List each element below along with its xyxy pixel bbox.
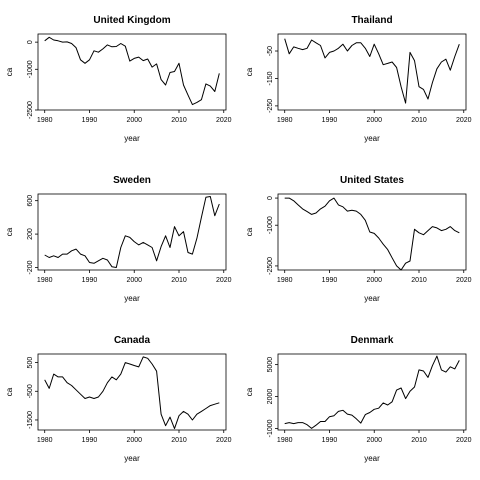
y-tick-label: -250 <box>267 99 274 113</box>
y-tick-label: -2500 <box>27 101 34 119</box>
y-tick-label: -150 <box>267 71 274 85</box>
series-line <box>284 38 460 104</box>
y-axis-label: ca <box>5 387 14 396</box>
y-tick-label: -1000 <box>267 216 274 234</box>
y-axis-label: ca <box>5 67 14 76</box>
chart-panel: Canada 1980 1990 2000 2010 2020 500 -500 -1500 ye… <box>5 335 232 463</box>
x-tick-label: 1990 <box>322 117 338 124</box>
y-tick-label: -50 <box>267 46 274 56</box>
x-axis-label: year <box>364 454 380 463</box>
x-tick-label: 1990 <box>82 277 98 284</box>
x-axis-label: year <box>124 454 140 463</box>
x-tick-label: 2000 <box>126 437 142 444</box>
plot-frame <box>37 353 227 431</box>
x-tick-label: 1980 <box>37 437 53 444</box>
y-tick-label: 200 <box>27 228 34 240</box>
plot-frame <box>277 193 467 271</box>
y-tick-label: 500 <box>27 357 34 369</box>
y-tick-label: -1500 <box>27 411 34 429</box>
chart-panel: Denmark 1980 1990 2000 2010 2020 5000 2000 -1000… <box>245 335 472 463</box>
x-tick-label: 2010 <box>411 117 427 124</box>
x-tick-label: 1980 <box>37 277 53 284</box>
y-tick-label: 0 <box>267 196 274 200</box>
x-tick-label: 2000 <box>126 117 142 124</box>
y-tick-label: 0 <box>27 40 34 44</box>
chart-panel: Sweden 1980 1990 2000 2010 2020 600 200 -200 year… <box>5 175 232 303</box>
x-tick-label: 1980 <box>277 437 293 444</box>
x-tick-label: 2000 <box>366 277 382 284</box>
chart-panel: United Kingdom 1980 1990 2000 2010 2020 0 -1000… <box>5 15 232 143</box>
x-tick-label: 1990 <box>82 437 98 444</box>
series-line <box>284 197 460 271</box>
x-tick-label: 2020 <box>216 117 232 124</box>
x-tick-label: 2010 <box>171 277 187 284</box>
y-tick-label: 5000 <box>267 357 274 373</box>
y-tick-label: -500 <box>27 384 34 398</box>
x-tick-label: 1980 <box>37 117 53 124</box>
x-tick-label: 2020 <box>456 277 472 284</box>
chart-title: United Kingdom <box>93 15 170 26</box>
x-tick-label: 2010 <box>171 117 187 124</box>
plot-frame <box>37 33 227 111</box>
plot-frame <box>277 353 467 431</box>
y-axis-label: ca <box>5 227 14 236</box>
x-tick-label: 2000 <box>126 277 142 284</box>
x-tick-label: 1980 <box>277 117 293 124</box>
chart-title: Denmark <box>351 335 394 346</box>
series-line <box>44 196 220 268</box>
x-tick-label: 2000 <box>366 437 382 444</box>
x-axis-label: year <box>124 294 140 303</box>
y-axis-label: ca <box>245 67 254 76</box>
x-tick-label: 2000 <box>366 117 382 124</box>
series-line <box>44 36 220 106</box>
x-axis-label: year <box>124 134 140 143</box>
x-tick-label: 2010 <box>411 277 427 284</box>
chart-title: Canada <box>114 335 151 346</box>
x-tick-label: 2020 <box>456 437 472 444</box>
plot-frame <box>37 193 227 271</box>
x-tick-label: 2020 <box>216 277 232 284</box>
x-tick-label: 1980 <box>277 277 293 284</box>
series-line <box>284 355 460 429</box>
chart-panel: Thailand 1980 1990 2000 2010 2020 -50 -150 -250 y… <box>245 15 472 143</box>
chart-panel: United States 1980 1990 2000 2010 2020 0 -1000 -… <box>245 175 472 303</box>
y-axis-label: ca <box>245 227 254 236</box>
y-tick-label: -2500 <box>267 257 274 275</box>
x-tick-label: 1990 <box>82 117 98 124</box>
x-tick-label: 1990 <box>322 277 338 284</box>
series-line <box>44 356 220 430</box>
chart-title: Sweden <box>113 175 151 186</box>
x-tick-label: 2010 <box>411 437 427 444</box>
x-tick-label: 1990 <box>322 437 338 444</box>
x-tick-label: 2020 <box>456 117 472 124</box>
y-tick-label: -1000 <box>27 60 34 78</box>
x-tick-label: 2010 <box>171 437 187 444</box>
x-axis-label: year <box>364 294 380 303</box>
x-axis-label: year <box>364 134 380 143</box>
plot-frame <box>277 33 467 111</box>
y-tick-label: -1000 <box>267 419 274 437</box>
y-tick-label: 600 <box>27 195 34 207</box>
chart-title: United States <box>340 175 404 186</box>
y-tick-label: 2000 <box>267 389 274 405</box>
y-axis-label: ca <box>245 387 254 396</box>
x-tick-label: 2020 <box>216 437 232 444</box>
chart-title: Thailand <box>351 15 392 26</box>
y-tick-label: -200 <box>27 260 34 274</box>
